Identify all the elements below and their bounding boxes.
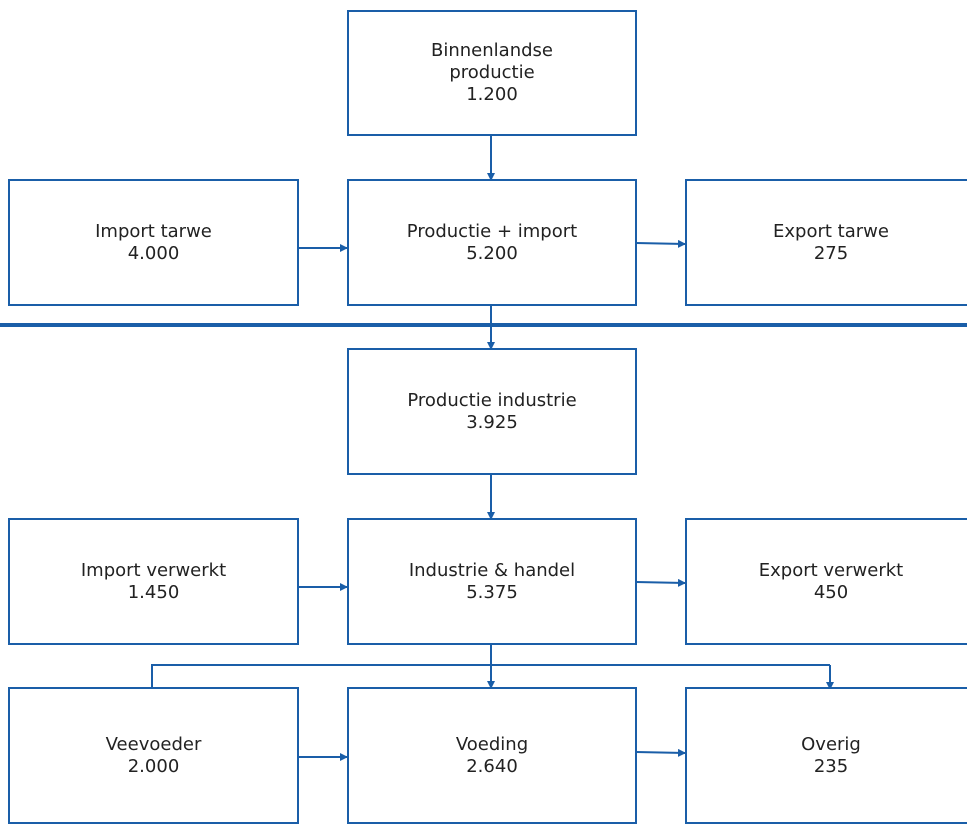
node-value: 2.000 [127,755,180,777]
arrow [635,748,686,757]
node-label: Import tarwe [95,220,212,242]
node: Productie industrie 3.925 [347,348,637,475]
node-value: 1.450 [127,581,180,603]
node: Import verwerkt 1.450 [8,518,299,645]
node-value: 3.925 [466,411,518,433]
node-label: Binnenlandse productie [431,40,553,83]
node-label: Overig [801,733,861,755]
node-value: 450 [813,581,849,603]
node-value: 1.200 [466,84,518,105]
branch-line [151,664,830,688]
node: Export tarwe 275 [685,179,967,306]
node-label: Import verwerkt [80,559,227,581]
arrow [635,578,686,587]
node: Industrie & handel 5.375 [347,518,637,645]
node-value: 2.640 [466,755,518,777]
node: Veevoeder 2.000 [8,687,299,824]
node-value: 275 [813,242,849,264]
node-label: Productie industrie [407,389,577,411]
node-value: 5.200 [466,242,518,264]
node: Voeding 2.640 [347,687,637,824]
node: Import tarwe 4.000 [8,179,299,306]
node-value: 5.375 [466,581,518,603]
node-label: Industrie & handel [408,559,576,581]
node: Overig 235 [685,687,967,824]
node-label: Export verwerkt [758,559,904,581]
node: Export verwerkt 450 [685,518,967,645]
node-value: 4.000 [127,242,180,264]
node: Productie + import 5.200 [347,179,637,306]
node-label: Export tarwe [773,220,889,242]
node-label: Veevoeder [105,733,202,755]
node-label: Voeding [455,733,529,755]
arrow [635,239,686,248]
node-label: Productie + import [406,220,578,242]
node-value: 235 [813,755,849,777]
node: Binnenlandse productie 1.200 [347,10,637,136]
